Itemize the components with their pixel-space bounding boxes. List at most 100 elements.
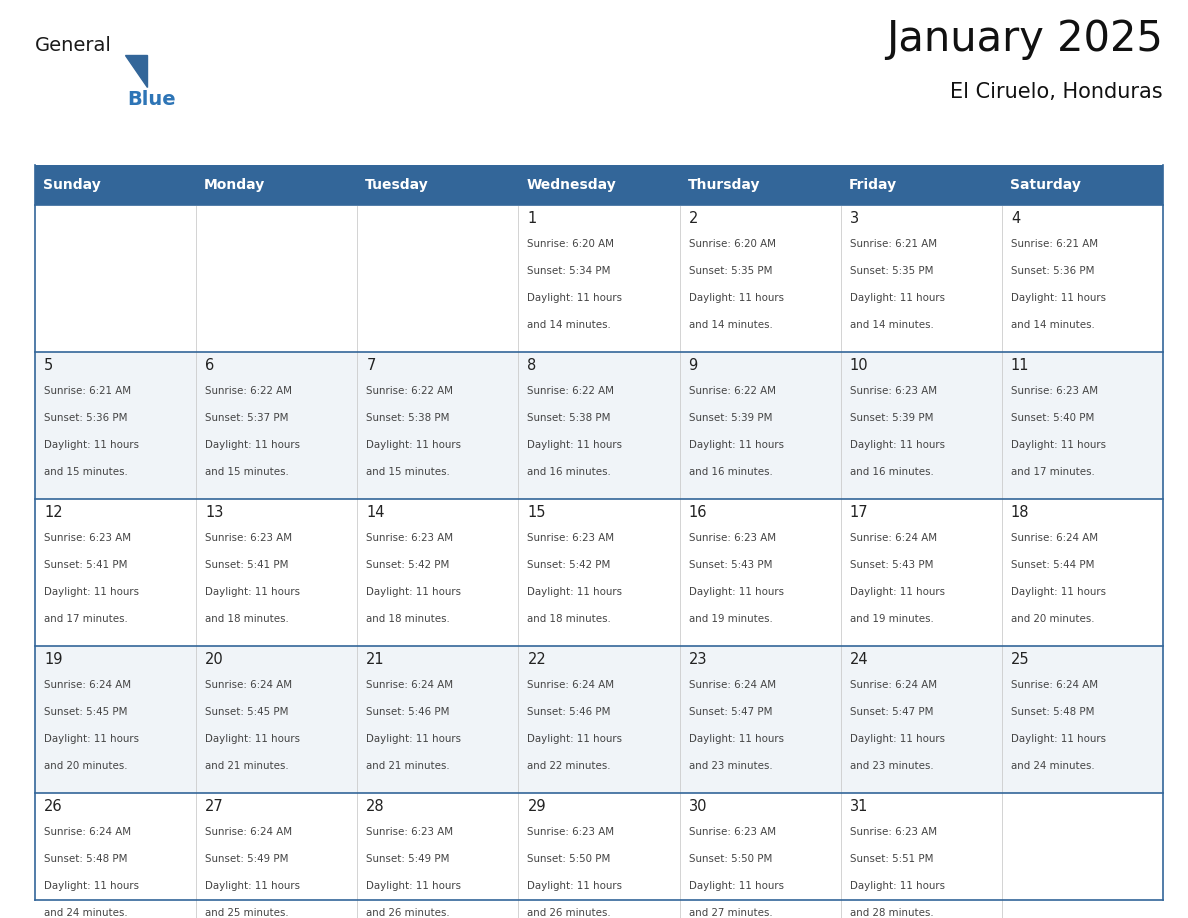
Text: Daylight: 11 hours: Daylight: 11 hours	[1011, 440, 1106, 450]
Text: 19: 19	[44, 652, 63, 667]
Text: Sunrise: 6:24 AM: Sunrise: 6:24 AM	[206, 680, 292, 690]
Text: Sunrise: 6:24 AM: Sunrise: 6:24 AM	[849, 680, 937, 690]
Text: Sunrise: 6:24 AM: Sunrise: 6:24 AM	[1011, 680, 1098, 690]
Text: Sunset: 5:34 PM: Sunset: 5:34 PM	[527, 266, 611, 276]
Text: Sunrise: 6:24 AM: Sunrise: 6:24 AM	[1011, 533, 1098, 543]
Text: 9: 9	[689, 358, 697, 373]
Text: Sunset: 5:49 PM: Sunset: 5:49 PM	[206, 854, 289, 864]
Text: 21: 21	[366, 652, 385, 667]
Text: Daylight: 11 hours: Daylight: 11 hours	[206, 880, 301, 890]
Bar	[34, 352, 1163, 499]
Bar	[34, 646, 1163, 793]
Text: Saturday: Saturday	[1010, 178, 1081, 192]
Text: and 26 minutes.: and 26 minutes.	[527, 908, 611, 918]
Text: and 23 minutes.: and 23 minutes.	[849, 761, 934, 771]
Text: Daylight: 11 hours: Daylight: 11 hours	[849, 293, 944, 303]
Text: 16: 16	[689, 505, 707, 520]
Text: 15: 15	[527, 505, 546, 520]
Text: Daylight: 11 hours: Daylight: 11 hours	[206, 440, 301, 450]
Text: 8: 8	[527, 358, 537, 373]
Text: and 25 minutes.: and 25 minutes.	[206, 908, 289, 918]
Text: Sunrise: 6:24 AM: Sunrise: 6:24 AM	[849, 533, 937, 543]
Text: Wednesday: Wednesday	[526, 178, 617, 192]
Text: Daylight: 11 hours: Daylight: 11 hours	[1011, 587, 1106, 597]
Text: Blue: Blue	[127, 90, 176, 109]
Text: and 14 minutes.: and 14 minutes.	[527, 319, 611, 330]
Text: Sunset: 5:50 PM: Sunset: 5:50 PM	[527, 854, 611, 864]
Text: Sunset: 5:43 PM: Sunset: 5:43 PM	[689, 560, 772, 570]
Text: Monday: Monday	[204, 178, 265, 192]
Text: 18: 18	[1011, 505, 1029, 520]
Text: and 14 minutes.: and 14 minutes.	[1011, 319, 1094, 330]
Text: Daylight: 11 hours: Daylight: 11 hours	[44, 733, 139, 744]
Text: Sunset: 5:36 PM: Sunset: 5:36 PM	[1011, 266, 1094, 276]
Text: Sunset: 5:49 PM: Sunset: 5:49 PM	[366, 854, 450, 864]
Text: 13: 13	[206, 505, 223, 520]
Bar	[34, 499, 1163, 646]
Text: Sunrise: 6:22 AM: Sunrise: 6:22 AM	[206, 386, 292, 396]
Text: 28: 28	[366, 799, 385, 814]
Text: Daylight: 11 hours: Daylight: 11 hours	[689, 880, 784, 890]
Text: and 26 minutes.: and 26 minutes.	[366, 908, 450, 918]
Text: January 2025: January 2025	[886, 18, 1163, 60]
Text: Sunday: Sunday	[43, 178, 101, 192]
Text: Sunset: 5:36 PM: Sunset: 5:36 PM	[44, 413, 127, 423]
Text: Sunset: 5:41 PM: Sunset: 5:41 PM	[206, 560, 289, 570]
Text: Daylight: 11 hours: Daylight: 11 hours	[527, 587, 623, 597]
Bar	[841, 165, 1001, 205]
Text: Daylight: 11 hours: Daylight: 11 hours	[44, 440, 139, 450]
Text: Sunrise: 6:23 AM: Sunrise: 6:23 AM	[849, 827, 937, 837]
Text: and 24 minutes.: and 24 minutes.	[44, 908, 127, 918]
Text: and 21 minutes.: and 21 minutes.	[206, 761, 289, 771]
Text: Sunrise: 6:22 AM: Sunrise: 6:22 AM	[527, 386, 614, 396]
Text: Sunrise: 6:24 AM: Sunrise: 6:24 AM	[44, 827, 131, 837]
Text: Sunset: 5:42 PM: Sunset: 5:42 PM	[527, 560, 611, 570]
Bar	[358, 165, 518, 205]
Text: Sunset: 5:51 PM: Sunset: 5:51 PM	[849, 854, 934, 864]
Text: Daylight: 11 hours: Daylight: 11 hours	[689, 733, 784, 744]
Bar	[34, 205, 1163, 352]
Text: Sunset: 5:46 PM: Sunset: 5:46 PM	[366, 707, 450, 717]
Text: and 17 minutes.: and 17 minutes.	[1011, 466, 1094, 476]
Text: Sunset: 5:39 PM: Sunset: 5:39 PM	[849, 413, 934, 423]
Text: Sunrise: 6:24 AM: Sunrise: 6:24 AM	[44, 680, 131, 690]
Text: 12: 12	[44, 505, 63, 520]
Text: Daylight: 11 hours: Daylight: 11 hours	[527, 733, 623, 744]
Text: Sunrise: 6:20 AM: Sunrise: 6:20 AM	[689, 239, 776, 249]
Text: 17: 17	[849, 505, 868, 520]
Text: 24: 24	[849, 652, 868, 667]
Text: 10: 10	[849, 358, 868, 373]
Text: Sunrise: 6:23 AM: Sunrise: 6:23 AM	[849, 386, 937, 396]
Text: Sunset: 5:35 PM: Sunset: 5:35 PM	[689, 266, 772, 276]
Text: Sunrise: 6:24 AM: Sunrise: 6:24 AM	[527, 680, 614, 690]
Text: Sunset: 5:39 PM: Sunset: 5:39 PM	[689, 413, 772, 423]
Text: Sunset: 5:45 PM: Sunset: 5:45 PM	[44, 707, 127, 717]
Text: Sunset: 5:37 PM: Sunset: 5:37 PM	[206, 413, 289, 423]
Text: Sunrise: 6:23 AM: Sunrise: 6:23 AM	[1011, 386, 1098, 396]
Text: Sunrise: 6:22 AM: Sunrise: 6:22 AM	[689, 386, 776, 396]
Text: Daylight: 11 hours: Daylight: 11 hours	[849, 587, 944, 597]
Text: Sunrise: 6:20 AM: Sunrise: 6:20 AM	[527, 239, 614, 249]
Text: Sunset: 5:38 PM: Sunset: 5:38 PM	[527, 413, 611, 423]
Text: Daylight: 11 hours: Daylight: 11 hours	[527, 880, 623, 890]
Text: Sunset: 5:44 PM: Sunset: 5:44 PM	[1011, 560, 1094, 570]
Text: General: General	[34, 36, 112, 55]
Text: Thursday: Thursday	[688, 178, 760, 192]
Text: Sunrise: 6:21 AM: Sunrise: 6:21 AM	[849, 239, 937, 249]
Text: Sunset: 5:46 PM: Sunset: 5:46 PM	[527, 707, 611, 717]
Text: Daylight: 11 hours: Daylight: 11 hours	[689, 440, 784, 450]
Text: Friday: Friday	[848, 178, 897, 192]
Text: and 20 minutes.: and 20 minutes.	[44, 761, 127, 771]
Bar	[1001, 165, 1163, 205]
Text: 25: 25	[1011, 652, 1030, 667]
Text: 30: 30	[689, 799, 707, 814]
Text: Sunrise: 6:23 AM: Sunrise: 6:23 AM	[689, 533, 776, 543]
Text: Sunrise: 6:23 AM: Sunrise: 6:23 AM	[689, 827, 776, 837]
Bar	[34, 165, 196, 205]
Text: Sunset: 5:35 PM: Sunset: 5:35 PM	[849, 266, 934, 276]
Text: Sunset: 5:47 PM: Sunset: 5:47 PM	[689, 707, 772, 717]
Text: Sunrise: 6:24 AM: Sunrise: 6:24 AM	[366, 680, 454, 690]
Text: Daylight: 11 hours: Daylight: 11 hours	[1011, 293, 1106, 303]
Text: Daylight: 11 hours: Daylight: 11 hours	[366, 587, 461, 597]
Text: and 23 minutes.: and 23 minutes.	[689, 761, 772, 771]
